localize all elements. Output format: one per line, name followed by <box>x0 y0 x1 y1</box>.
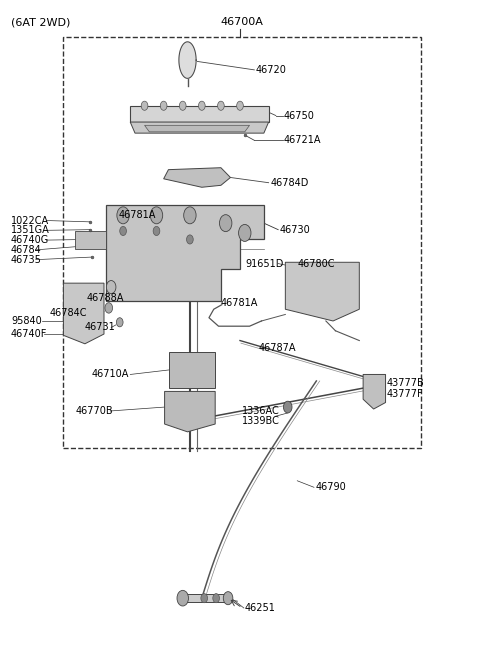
Text: 46251: 46251 <box>245 603 276 613</box>
Text: 46781A: 46781A <box>118 210 156 219</box>
Circle shape <box>116 318 123 327</box>
Circle shape <box>153 227 160 236</box>
Polygon shape <box>107 205 264 301</box>
Text: 46740G: 46740G <box>11 235 49 245</box>
Text: 46784D: 46784D <box>270 178 309 188</box>
Circle shape <box>187 235 193 244</box>
Text: 95840: 95840 <box>11 316 42 326</box>
Circle shape <box>239 225 251 242</box>
Polygon shape <box>164 168 230 187</box>
Circle shape <box>283 402 292 413</box>
Circle shape <box>199 101 205 110</box>
Text: 46735: 46735 <box>11 255 42 265</box>
Text: 46700A: 46700A <box>221 17 264 28</box>
Polygon shape <box>63 283 104 344</box>
Circle shape <box>201 593 207 603</box>
Circle shape <box>107 280 116 293</box>
Circle shape <box>223 591 233 605</box>
Text: 1022CA: 1022CA <box>11 215 49 225</box>
Text: 46781A: 46781A <box>221 298 258 308</box>
Text: 46730: 46730 <box>280 225 311 234</box>
Text: 46784: 46784 <box>11 245 42 255</box>
Polygon shape <box>130 122 269 133</box>
Circle shape <box>177 590 189 606</box>
Text: 43777F: 43777F <box>387 389 424 399</box>
Text: 46788A: 46788A <box>86 293 124 303</box>
Polygon shape <box>179 42 196 79</box>
Text: 46784C: 46784C <box>49 308 86 318</box>
Circle shape <box>219 215 232 232</box>
Text: 46750: 46750 <box>284 111 315 121</box>
Polygon shape <box>285 262 360 321</box>
Polygon shape <box>169 352 215 388</box>
Circle shape <box>105 303 113 313</box>
Circle shape <box>184 207 196 224</box>
Circle shape <box>141 101 148 110</box>
Circle shape <box>150 207 163 224</box>
Text: 46740F: 46740F <box>11 329 48 339</box>
Circle shape <box>160 101 167 110</box>
Circle shape <box>180 101 186 110</box>
Circle shape <box>120 227 126 236</box>
Polygon shape <box>144 125 250 132</box>
Text: 1336AC: 1336AC <box>242 406 280 416</box>
Text: 46770B: 46770B <box>75 406 113 416</box>
Polygon shape <box>363 375 385 409</box>
Text: 46787A: 46787A <box>258 343 296 353</box>
Circle shape <box>117 207 129 224</box>
Text: 1351GA: 1351GA <box>11 225 50 235</box>
Text: 46731: 46731 <box>85 322 116 333</box>
Circle shape <box>213 593 219 603</box>
Polygon shape <box>183 594 228 602</box>
Polygon shape <box>75 231 107 250</box>
Text: 1339BC: 1339BC <box>242 417 280 426</box>
Text: 46721A: 46721A <box>284 136 322 145</box>
Text: 91651D: 91651D <box>246 259 284 269</box>
Text: 46720: 46720 <box>256 65 287 75</box>
Text: 46780C: 46780C <box>297 259 335 269</box>
Text: 43777B: 43777B <box>387 378 425 388</box>
Text: (6AT 2WD): (6AT 2WD) <box>11 17 70 28</box>
Text: 46710A: 46710A <box>92 369 130 379</box>
Circle shape <box>237 101 243 110</box>
Circle shape <box>217 101 224 110</box>
Bar <box>63 37 421 448</box>
Polygon shape <box>165 392 215 432</box>
Text: 46790: 46790 <box>315 482 346 493</box>
Polygon shape <box>130 105 269 122</box>
